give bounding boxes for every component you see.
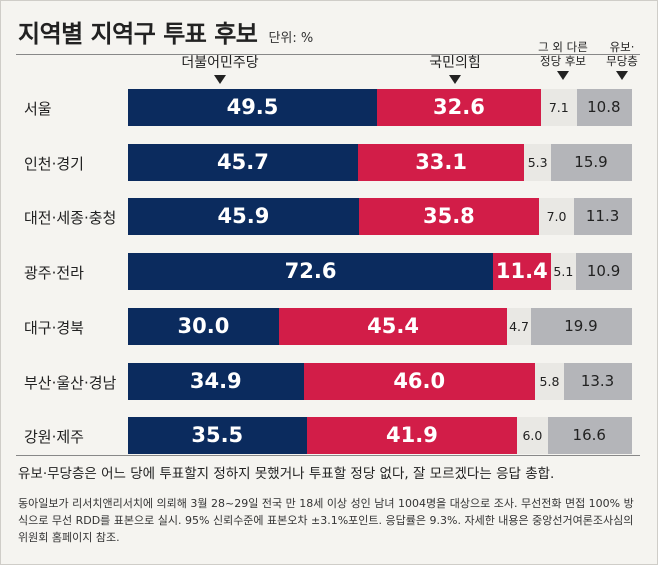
bar-segment-undecided	[576, 89, 632, 126]
data-label-other: 5.3	[527, 155, 548, 170]
unit-label: 단위: %	[268, 31, 314, 46]
bar-segment-ppp	[303, 363, 536, 400]
bar-segment-ppp	[493, 253, 552, 290]
data-label-undecided: 13.3	[580, 372, 615, 390]
data-label-undecided: 10.9	[586, 262, 621, 280]
legend-dem-label: 더불어민주당	[181, 55, 259, 71]
row-label: 광주·전라	[24, 264, 84, 282]
row-label: 강원·제주	[24, 428, 84, 446]
row-label: 대구·경북	[24, 319, 84, 337]
bar-segment-undecided	[530, 308, 632, 345]
legend-dem-marker	[214, 75, 226, 84]
data-label-undecided: 15.9	[574, 153, 608, 171]
bar-segment-other	[507, 308, 532, 345]
legend-other-marker	[557, 71, 569, 80]
bar-segment-other	[538, 198, 575, 235]
data-label-ppp: 11.4	[495, 259, 548, 283]
data-label-dem: 34.9	[189, 369, 242, 393]
data-label-dem: 30.0	[177, 314, 230, 338]
legend-ppp: 국민의힘	[400, 52, 510, 84]
bar-segment-undecided	[574, 198, 632, 235]
legend-dem: 더불어민주당	[150, 52, 290, 84]
bar-segment-undecided	[547, 417, 632, 454]
bar-segment-undecided	[551, 144, 632, 181]
data-label-ppp: 33.1	[415, 150, 468, 174]
bar-segment-ppp	[358, 198, 540, 235]
bar-segment-dem	[128, 198, 360, 235]
legend-other-label-2: 정당 후보	[540, 54, 586, 68]
top-rule	[16, 54, 640, 55]
data-label-undecided: 16.6	[572, 426, 606, 444]
data-label-dem: 45.7	[217, 150, 269, 174]
bar-segment-other	[517, 417, 549, 454]
data-label-ppp: 45.4	[367, 314, 419, 338]
bar-segment-dem	[128, 253, 494, 290]
bar-segment-dem	[128, 308, 280, 345]
data-label-undecided: 19.9	[564, 317, 598, 335]
legend-ppp-marker	[449, 75, 461, 84]
legend-undecided-label-1: 유보·	[609, 40, 635, 54]
bar-segment-dem	[128, 89, 378, 126]
data-label-dem: 72.6	[284, 259, 337, 283]
bar-segment-undecided	[564, 363, 632, 400]
data-label-other: 5.1	[553, 264, 574, 279]
row-label: 인천·경기	[24, 155, 84, 173]
legend-ppp-label: 국민의힘	[429, 55, 481, 71]
bar-segment-ppp	[376, 89, 542, 126]
legend-undecided-marker	[616, 71, 628, 80]
data-label-ppp: 35.8	[422, 204, 475, 228]
data-label-other: 7.0	[546, 209, 567, 224]
bottom-rule	[16, 455, 640, 456]
chart-header: 지역별 지역구 투표 후보 단위: %	[18, 14, 313, 49]
bar-segment-dem	[128, 144, 359, 181]
row-label: 부산·울산·경남	[24, 374, 117, 392]
bar-segment-dem	[128, 417, 308, 454]
data-label-dem: 45.9	[217, 204, 270, 228]
row-label: 서울	[24, 100, 52, 118]
data-label-dem: 35.5	[191, 423, 244, 447]
legend-undecided-label-2: 무당층	[606, 54, 638, 68]
data-label-ppp: 41.9	[386, 423, 438, 447]
data-label-ppp: 46.0	[393, 369, 446, 393]
legend-other: 그 외 다른 정당 후보	[523, 40, 603, 80]
data-label-other: 6.0	[522, 428, 543, 443]
source-note: 동아일보가 리서치앤리서치에 의뢰해 3월 28~29일 전국 만 18세 이상…	[18, 497, 634, 544]
footnote: 유보·무당층은 어느 당에 투표할지 정하지 못했거나 투표할 정당 없다, 잘…	[18, 466, 555, 482]
data-label-dem: 49.5	[226, 95, 279, 119]
data-label-other: 7.1	[548, 100, 569, 115]
legend-undecided: 유보· 무당층	[593, 40, 651, 80]
row-label: 대전·세종·충청	[24, 209, 117, 227]
bar-segment-undecided	[576, 253, 632, 290]
data-label-undecided: 10.8	[587, 98, 621, 116]
bar-segment-other	[534, 363, 565, 400]
chart-title: 지역별 지역구 투표 후보	[18, 20, 258, 48]
bar-segment-dem	[128, 363, 305, 400]
bar-segment-ppp	[306, 417, 518, 454]
data-label-ppp: 32.6	[433, 95, 485, 119]
data-label-other: 4.7	[509, 319, 529, 334]
bar-segment-other	[524, 144, 552, 181]
bar-segment-other	[550, 253, 577, 290]
data-label-other: 5.8	[539, 374, 560, 389]
legend-other-label-1: 그 외 다른	[538, 40, 588, 54]
bar-segment-ppp	[357, 144, 525, 181]
bar-segment-other	[540, 89, 578, 126]
data-label-undecided: 11.3	[585, 207, 620, 225]
bar-segment-ppp	[278, 308, 508, 345]
